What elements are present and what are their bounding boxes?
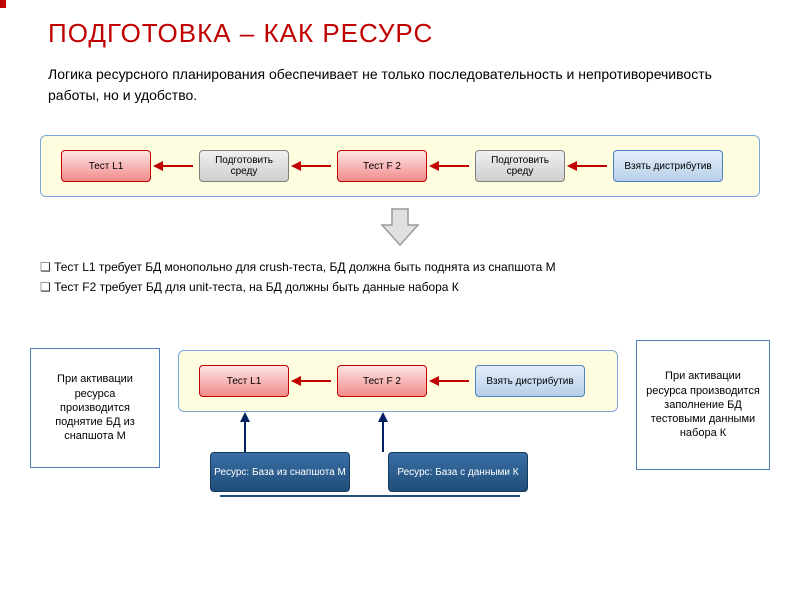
arrow-head bbox=[291, 161, 301, 171]
flow1-container: Тест L1 Подготовить среду Тест F 2 Подго… bbox=[40, 135, 760, 197]
resource-box-1: Ресурс: База из снапшота М bbox=[210, 452, 350, 492]
subtitle: Логика ресурсного планирования обеспечив… bbox=[48, 64, 760, 106]
node-label: Тест F 2 bbox=[363, 161, 401, 172]
flow1-node-test-f2: Тест F 2 bbox=[337, 150, 427, 182]
node-label: Взять дистрибутив bbox=[486, 376, 573, 387]
arrow bbox=[163, 165, 193, 167]
arrow bbox=[301, 165, 331, 167]
node-label: Подготовить среду bbox=[478, 155, 562, 177]
sidebox-text: При активации ресурса производится подня… bbox=[39, 372, 151, 443]
node-label: Взять дистрибутив bbox=[624, 161, 711, 172]
flow1-node-prep1: Подготовить среду bbox=[199, 150, 289, 182]
flow2-node-test-l1: Тест L1 bbox=[199, 365, 289, 397]
sidebox-left: При активации ресурса производится подня… bbox=[30, 348, 160, 468]
sidebox-right: При активации ресурса производится запол… bbox=[636, 340, 770, 470]
bullet-item: Тест F2 требует БД для unit-теста, на БД… bbox=[40, 280, 760, 294]
arrow-head bbox=[153, 161, 163, 171]
flow2-node-dist: Взять дистрибутив bbox=[475, 365, 585, 397]
arrow-head bbox=[291, 376, 301, 386]
page-title: ПОДГОТОВКА – КАК РЕСУРС bbox=[48, 18, 433, 49]
resource-box-2: Ресурс: База с данными К bbox=[388, 452, 528, 492]
arrow bbox=[301, 380, 331, 382]
resource-label: Ресурс: База с данными К bbox=[397, 467, 518, 478]
node-label: Подготовить среду bbox=[202, 155, 286, 177]
node-label: Тест L1 bbox=[227, 376, 262, 387]
arrow bbox=[439, 165, 469, 167]
sidebox-text: При активации ресурса производится запол… bbox=[645, 369, 761, 440]
bullet-item: Тест L1 требует БД монопольно для crush-… bbox=[40, 260, 760, 274]
arrow-head bbox=[429, 376, 439, 386]
arrow bbox=[577, 165, 607, 167]
flow1-node-dist: Взять дистрибутив bbox=[613, 150, 723, 182]
node-label: Тест F 2 bbox=[363, 376, 401, 387]
down-arrow-icon bbox=[378, 205, 422, 249]
flow2-node-test-f2: Тест F 2 bbox=[337, 365, 427, 397]
arrow-head bbox=[429, 161, 439, 171]
flow2-container: Тест L1 Тест F 2 Взять дистрибутив bbox=[178, 350, 618, 412]
bullet-list: Тест L1 требует БД монопольно для crush-… bbox=[40, 260, 760, 300]
node-label: Тест L1 bbox=[89, 161, 124, 172]
flow1-node-prep2: Подготовить среду bbox=[475, 150, 565, 182]
arrow-head bbox=[567, 161, 577, 171]
arrow bbox=[439, 380, 469, 382]
connector-line bbox=[220, 495, 520, 497]
flow1-node-test-l1: Тест L1 bbox=[61, 150, 151, 182]
resource-label: Ресурс: База из снапшота М bbox=[214, 467, 346, 478]
accent-bar bbox=[0, 0, 6, 8]
